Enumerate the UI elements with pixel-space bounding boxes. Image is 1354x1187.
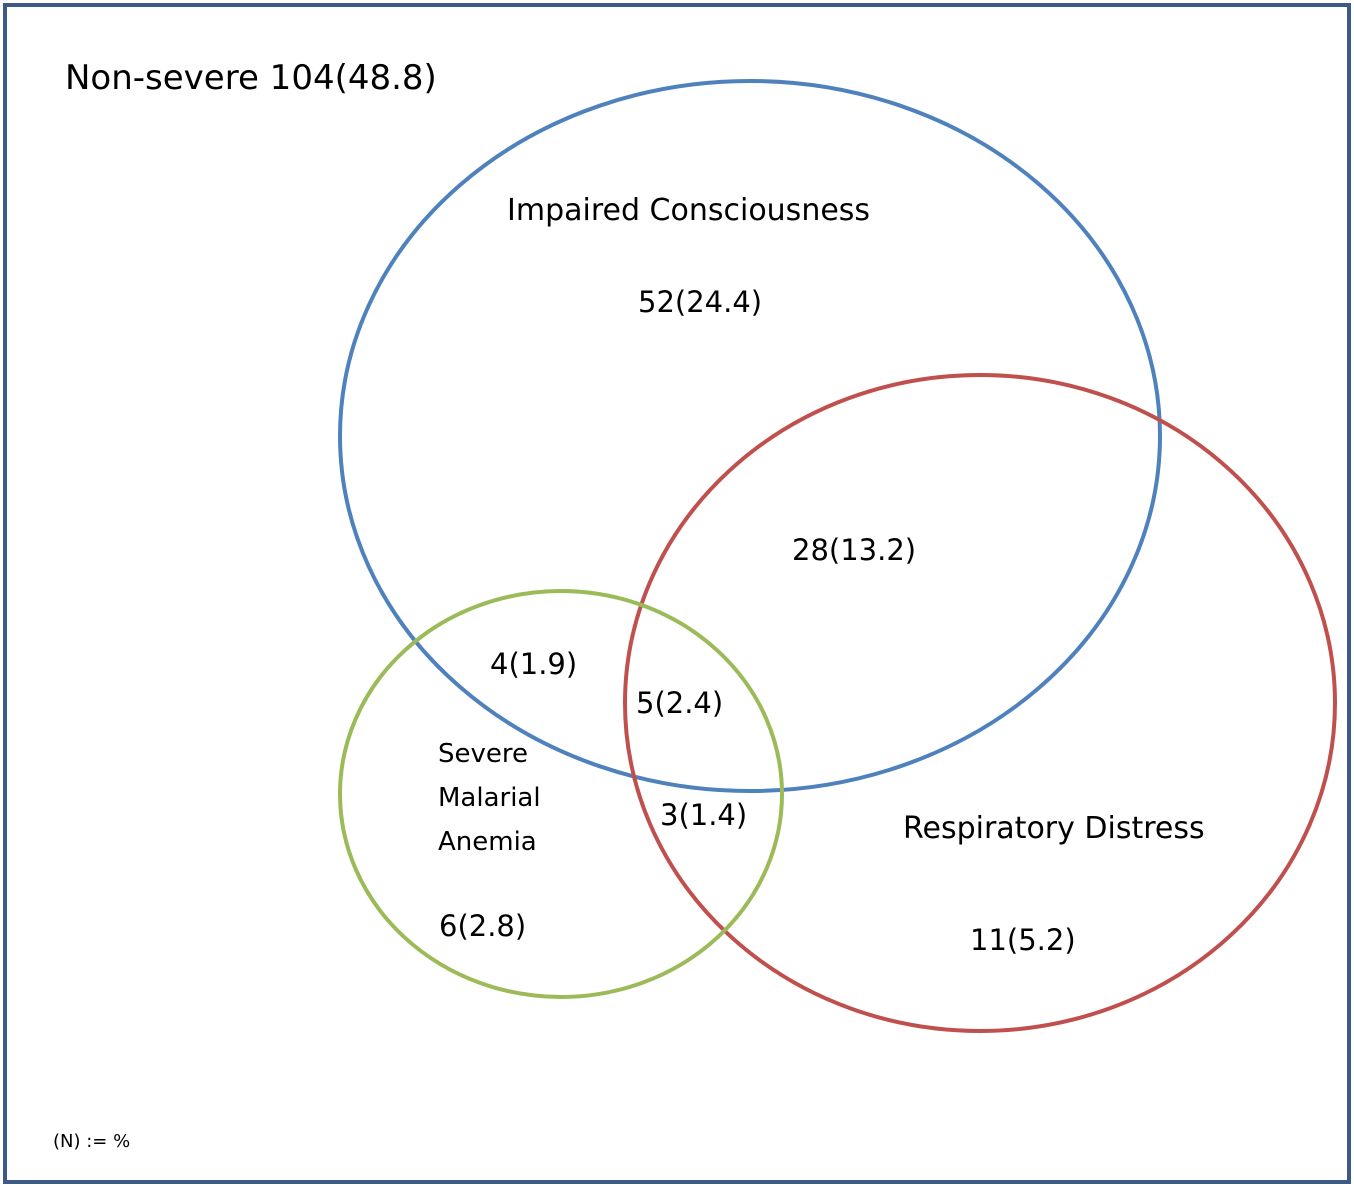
footnote: (N) := % bbox=[53, 1131, 131, 1152]
respiratory-distress-label: Respiratory Distress bbox=[903, 811, 1205, 846]
impaired-consciousness-label: Impaired Consciousness bbox=[507, 193, 871, 228]
region-sma-only-value: 6(2.8) bbox=[439, 909, 527, 943]
region-ic-rd-sma-value: 5(2.4) bbox=[636, 686, 724, 720]
sma-label-line-2: Malarial bbox=[438, 783, 541, 813]
diagram-frame bbox=[3, 3, 1351, 1184]
severe-malarial-anemia-label: Severe Malarial Anemia bbox=[438, 732, 588, 864]
region-ic-sma-value: 4(1.9) bbox=[490, 647, 578, 681]
region-ic-rd-value: 28(13.2) bbox=[792, 533, 917, 567]
region-rd-only-value: 11(5.2) bbox=[970, 923, 1076, 957]
region-rd-sma-value: 3(1.4) bbox=[660, 798, 748, 832]
set-respiratory-distress-circle bbox=[623, 373, 1337, 1033]
non-severe-label: Non-severe 104(48.8) bbox=[65, 58, 437, 98]
region-ic-only-value: 52(24.4) bbox=[638, 285, 763, 319]
sma-label-line-1: Severe bbox=[438, 739, 528, 769]
sma-label-line-3: Anemia bbox=[438, 827, 537, 857]
set-impaired-consciousness-circle bbox=[338, 79, 1162, 793]
set-severe-malarial-anemia-circle bbox=[338, 589, 784, 999]
